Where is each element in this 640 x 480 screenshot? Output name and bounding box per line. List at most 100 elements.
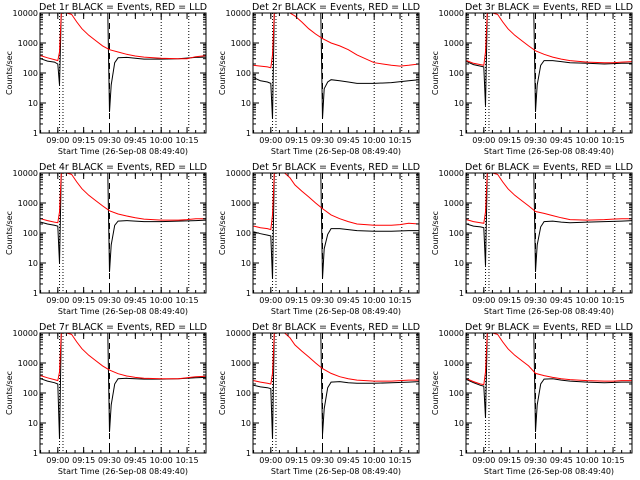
y-axis-label: Counts/sec [218, 371, 227, 415]
events-series-line [466, 173, 632, 273]
x-tick-label: 10:15 [602, 136, 625, 145]
chart-panel: Det 7r BLACK = Events, RED = LLD 1 10 100 10… [5, 322, 207, 476]
y-tick-label: 10 [28, 99, 38, 108]
y-tick-label: 1000 [231, 359, 251, 368]
y-tick-label: 10 [241, 259, 251, 268]
x-axis-label: Start Time (26-Sep-08 08:49:40) [271, 307, 401, 316]
y-tick-label: 100 [449, 389, 464, 398]
lld-series-line [253, 13, 419, 69]
x-tick-label: 09:30 [98, 296, 121, 305]
x-tick-label: 09:00 [472, 136, 495, 145]
x-tick-label: 09:45 [550, 136, 573, 145]
x-tick-label: 09:15 [498, 456, 521, 465]
y-tick-label: 10 [28, 419, 38, 428]
x-tick-label: 10:15 [389, 296, 412, 305]
x-tick-label: 09:00 [472, 296, 495, 305]
events-series-line [253, 173, 419, 279]
y-tick-label: 10000 [13, 169, 38, 178]
x-tick-label: 09:30 [524, 296, 547, 305]
x-tick-label: 10:15 [389, 136, 412, 145]
lld-series-line [466, 13, 632, 66]
events-series-line [466, 333, 632, 433]
y-axis-label: Counts/sec [5, 211, 14, 255]
x-tick-label: 09:45 [124, 136, 147, 145]
y-axis-label: Counts/sec [5, 51, 14, 95]
x-tick-label: 09:15 [285, 136, 308, 145]
x-tick-label: 10:15 [602, 296, 625, 305]
panel-title: Det 3r BLACK = Events, RED = LLD [465, 2, 633, 13]
x-axis-label: Start Time (26-Sep-08 08:49:40) [58, 147, 188, 156]
plot-frame [252, 172, 420, 294]
y-tick-label: 100 [23, 229, 38, 238]
y-tick-label: 1 [33, 449, 38, 458]
x-tick-label: 10:00 [150, 456, 173, 465]
x-tick-label: 09:45 [550, 456, 573, 465]
y-tick-label: 1 [459, 289, 464, 298]
panel-title: Det 6r BLACK = Events, RED = LLD [465, 162, 633, 173]
x-tick-label: 10:15 [389, 456, 412, 465]
x-tick-label: 10:00 [150, 296, 173, 305]
events-series-line [40, 13, 206, 113]
x-tick-label: 09:00 [259, 456, 282, 465]
y-tick-label: 100 [236, 69, 251, 78]
x-tick-label: 09:30 [98, 136, 121, 145]
plot-frame [465, 172, 633, 294]
x-tick-label: 09:30 [311, 456, 334, 465]
y-axis-label: Counts/sec [218, 51, 227, 95]
x-tick-label: 09:45 [124, 296, 147, 305]
x-tick-label: 09:15 [72, 456, 95, 465]
panel-title: Det 1r BLACK = Events, RED = LLD [39, 2, 207, 13]
panel-title: Det 7r BLACK = Events, RED = LLD [39, 322, 207, 333]
y-tick-label: 100 [236, 389, 251, 398]
lld-series-line [466, 333, 632, 386]
x-axis-label: Start Time (26-Sep-08 08:49:40) [58, 467, 188, 476]
y-tick-label: 1000 [18, 199, 38, 208]
y-axis-label: Counts/sec [218, 211, 227, 255]
lld-series-line [253, 173, 419, 231]
panel-title: Det 8r BLACK = Events, RED = LLD [252, 322, 420, 333]
y-tick-label: 10000 [226, 169, 251, 178]
y-tick-label: 1000 [444, 39, 464, 48]
y-tick-label: 10000 [13, 329, 38, 338]
x-tick-label: 10:00 [363, 136, 386, 145]
plot-frame [252, 332, 420, 454]
y-tick-label: 1 [33, 129, 38, 138]
y-axis-label: Counts/sec [431, 211, 440, 255]
x-tick-label: 09:00 [46, 296, 69, 305]
plot-frame [465, 12, 633, 134]
y-tick-label: 1 [246, 449, 251, 458]
chart-panel: Det 2r BLACK = Events, RED = LLD 1 10 100 10… [218, 2, 420, 156]
y-tick-label: 10 [241, 419, 251, 428]
y-tick-label: 100 [23, 69, 38, 78]
x-tick-label: 10:00 [363, 456, 386, 465]
y-tick-label: 100 [23, 389, 38, 398]
y-tick-label: 1 [459, 129, 464, 138]
x-tick-label: 10:15 [176, 456, 199, 465]
x-tick-label: 09:00 [472, 456, 495, 465]
x-tick-label: 10:00 [576, 136, 599, 145]
panel-title: Det 9r BLACK = Events, RED = LLD [465, 322, 633, 333]
y-axis-label: Counts/sec [431, 51, 440, 95]
x-tick-label: 10:15 [176, 136, 199, 145]
events-series-line [40, 173, 206, 273]
y-tick-label: 100 [236, 229, 251, 238]
y-tick-label: 1 [246, 129, 251, 138]
y-tick-label: 1000 [444, 359, 464, 368]
y-tick-label: 1000 [18, 39, 38, 48]
x-tick-label: 09:00 [46, 136, 69, 145]
x-axis-label: Start Time (26-Sep-08 08:49:40) [484, 467, 614, 476]
x-tick-label: 10:00 [150, 136, 173, 145]
y-tick-label: 10 [28, 259, 38, 268]
lld-series-line [40, 333, 206, 382]
events-series-line [253, 13, 419, 119]
y-tick-label: 1000 [231, 39, 251, 48]
x-tick-label: 09:30 [311, 296, 334, 305]
chart-panel: Det 3r BLACK = Events, RED = LLD 1 10 100 10… [431, 2, 633, 156]
x-tick-label: 09:30 [524, 136, 547, 145]
x-tick-label: 09:00 [259, 296, 282, 305]
lld-series-line [466, 173, 632, 224]
y-tick-label: 10000 [439, 169, 464, 178]
x-tick-label: 09:15 [498, 136, 521, 145]
x-tick-label: 09:15 [498, 296, 521, 305]
